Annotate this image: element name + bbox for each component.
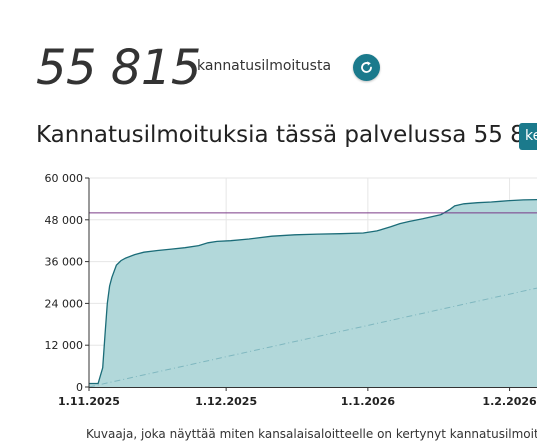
signature-chart-svg: 0 12 000 24 000 36 000 48 000 60 000 1.11.2025… <box>45 172 537 408</box>
chart-caption: Kuvaaja, joka näyttää miten kansalaisalo… <box>86 427 537 441</box>
trend-line <box>88 287 537 388</box>
signature-chart: 0 12 000 24 000 36 000 48 000 60 000 1.11.2025… <box>0 165 537 410</box>
series-area <box>89 199 537 387</box>
refresh-icon <box>361 61 372 73</box>
series-line <box>89 198 537 385</box>
signature-count-label: kannatusilmoitusta <box>197 58 332 74</box>
y-tick-label: 36 000 <box>45 256 84 269</box>
y-tick-label: 0 <box>76 381 83 394</box>
x-tick-label: 1.11.2025 <box>58 395 120 408</box>
y-tick-label: 12 000 <box>45 339 84 352</box>
heading-action-button[interactable]: ke <box>519 123 537 150</box>
y-tick-label: 60 000 <box>45 172 84 185</box>
y-tick-label: 48 000 <box>45 214 84 227</box>
signature-count: 55 815 <box>36 40 201 96</box>
x-tick-label: 1.2.2026 <box>482 395 537 408</box>
y-tick-label: 24 000 <box>45 297 84 310</box>
x-tick-label: 1.12.2025 <box>195 395 257 408</box>
section-heading: Kannatusilmoituksia tässä palvelussa 55 … <box>36 122 537 148</box>
x-tick-label: 1.1.2026 <box>341 395 396 408</box>
refresh-button[interactable] <box>353 54 380 81</box>
